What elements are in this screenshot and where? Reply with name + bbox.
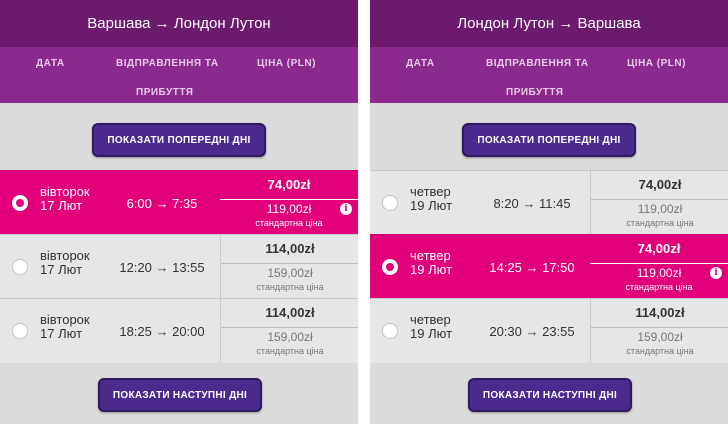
standard-price: 119,00zł [266, 202, 312, 216]
header-arrival: ПРИБУТТЯ [136, 87, 194, 98]
standard-price-label: стандартна ціна [256, 346, 324, 356]
header-departure: ВІДПРАВЛЕННЯ ТА [486, 58, 589, 69]
flight-radio[interactable] [12, 259, 28, 275]
header-departure: ВІДПРАВЛЕННЯ ТА [116, 58, 219, 69]
price-box: 74,00zł 119,00zł стандартна ціна i [220, 171, 358, 235]
standard-price-label: стандартна ціна [625, 282, 693, 292]
route-title: Варшава → Лондон Лутон [0, 0, 358, 47]
discount-price: 74,00zł [638, 177, 682, 192]
flight-date: четвер 19 Лют [410, 185, 452, 213]
discount-price: 74,00zł [267, 177, 311, 192]
flight-date: вівторок 17 Лют [40, 313, 90, 341]
flight-time: 14:25 → 17:50 [489, 260, 575, 275]
info-icon[interactable]: i [340, 203, 352, 215]
flight-radio[interactable] [382, 323, 398, 339]
header-price: ЦІНА (PLN) [627, 58, 686, 69]
flight-row[interactable]: вівторок 17 Лют 6:00 → 7:35 74,00zł 119,… [0, 170, 358, 235]
price-divider [591, 199, 728, 200]
flight-radio[interactable] [12, 195, 28, 211]
date: 17 Лют [40, 198, 83, 213]
flight-time: 18:25 → 20:00 [119, 324, 205, 339]
info-icon[interactable]: i [710, 267, 722, 279]
price-divider [590, 263, 728, 264]
flight-time: 8:20 → 11:45 [493, 196, 571, 211]
discount-price: 74,00zł [637, 241, 681, 256]
flight-time: 20:30 → 23:55 [489, 324, 575, 339]
flight-row[interactable]: вівторок 17 Лют 12:20 → 13:55 114,00zł 1… [0, 234, 358, 299]
price-divider [221, 263, 358, 264]
standard-price-label: стандартна ціна [255, 218, 323, 228]
route-title: Лондон Лутон → Варшава [370, 0, 728, 47]
date: 19 Лют [410, 262, 453, 277]
flight-time: 6:00 → 7:35 [126, 196, 198, 211]
header-price: ЦІНА (PLN) [257, 58, 316, 69]
discount-price: 114,00zł [635, 305, 685, 320]
flight-list: ПОКАЗАТИ ПОПЕРЕДНІ ДНІ вівторок 17 Лют 6… [0, 103, 358, 424]
date: 17 Лют [40, 326, 83, 341]
discount-price: 114,00zł [265, 305, 315, 320]
price-divider [220, 199, 358, 200]
standard-price-label: стандартна ціна [626, 346, 694, 356]
standard-price-label: стандартна ціна [256, 282, 324, 292]
flight-radio[interactable] [382, 195, 398, 211]
flight-time: 12:20 → 13:55 [119, 260, 205, 275]
flight-row[interactable]: четвер 19 Лют 20:30 → 23:55 114,00zł 159… [370, 298, 728, 363]
show-next-days-button[interactable]: ПОКАЗАТИ НАСТУПНІ ДНІ [98, 378, 262, 412]
date: 19 Лют [410, 326, 453, 341]
show-previous-days-button[interactable]: ПОКАЗАТИ ПОПЕРЕДНІ ДНІ [462, 123, 636, 157]
weekday: вівторок [40, 312, 90, 327]
price-box: 74,00zł 119,00zł стандартна ціна [590, 171, 728, 235]
flight-radio[interactable] [382, 259, 398, 275]
price-box: 74,00zł 119,00zł стандартна ціна i [590, 235, 728, 299]
standard-price: 119,00zł [637, 202, 683, 216]
weekday: четвер [410, 312, 451, 327]
flight-list: ПОКАЗАТИ ПОПЕРЕДНІ ДНІ четвер 19 Лют 8:2… [370, 103, 728, 424]
flight-date: четвер 19 Лют [410, 313, 452, 341]
flight-date: четвер 19 Лют [410, 249, 452, 277]
column-headers: ДАТА ВІДПРАВЛЕННЯ ТА ЦІНА (PLN) ПРИБУТТЯ [370, 47, 728, 103]
column-headers: ДАТА ВІДПРАВЛЕННЯ ТА ЦІНА (PLN) ПРИБУТТЯ [0, 47, 358, 103]
standard-price: 159,00zł [267, 266, 313, 280]
price-box: 114,00zł 159,00zł стандартна ціна [220, 235, 358, 299]
weekday: четвер [410, 184, 451, 199]
price-box: 114,00zł 159,00zł стандартна ціна [590, 299, 728, 363]
show-next-days-button[interactable]: ПОКАЗАТИ НАСТУПНІ ДНІ [468, 378, 632, 412]
standard-price: 159,00zł [637, 330, 683, 344]
weekday: вівторок [40, 184, 90, 199]
flight-row[interactable]: вівторок 17 Лют 18:25 → 20:00 114,00zł 1… [0, 298, 358, 363]
flight-row[interactable]: четвер 19 Лют 8:20 → 11:45 74,00zł 119,0… [370, 170, 728, 235]
flight-date: вівторок 17 Лют [40, 185, 90, 213]
flight-row[interactable]: четвер 19 Лют 14:25 → 17:50 74,00zł 119,… [370, 234, 728, 299]
discount-price: 114,00zł [265, 241, 315, 256]
standard-price: 159,00zł [267, 330, 313, 344]
header-date: ДАТА [406, 58, 435, 69]
standard-price-label: стандартна ціна [626, 218, 694, 228]
price-divider [591, 327, 728, 328]
weekday: четвер [410, 248, 451, 263]
outbound-flight-panel: Варшава → Лондон Лутон ДАТА ВІДПРАВЛЕННЯ… [0, 0, 358, 424]
date: 17 Лют [40, 262, 83, 277]
price-divider [221, 327, 358, 328]
price-box: 114,00zł 159,00zł стандартна ціна [220, 299, 358, 363]
header-date: ДАТА [36, 58, 65, 69]
show-previous-days-button[interactable]: ПОКАЗАТИ ПОПЕРЕДНІ ДНІ [92, 123, 266, 157]
weekday: вівторок [40, 248, 90, 263]
flight-radio[interactable] [12, 323, 28, 339]
return-flight-panel: Лондон Лутон → Варшава ДАТА ВІДПРАВЛЕННЯ… [370, 0, 728, 424]
flight-date: вівторок 17 Лют [40, 249, 90, 277]
standard-price: 119,00zł [636, 266, 682, 280]
date: 19 Лют [410, 198, 453, 213]
header-arrival: ПРИБУТТЯ [506, 87, 564, 98]
